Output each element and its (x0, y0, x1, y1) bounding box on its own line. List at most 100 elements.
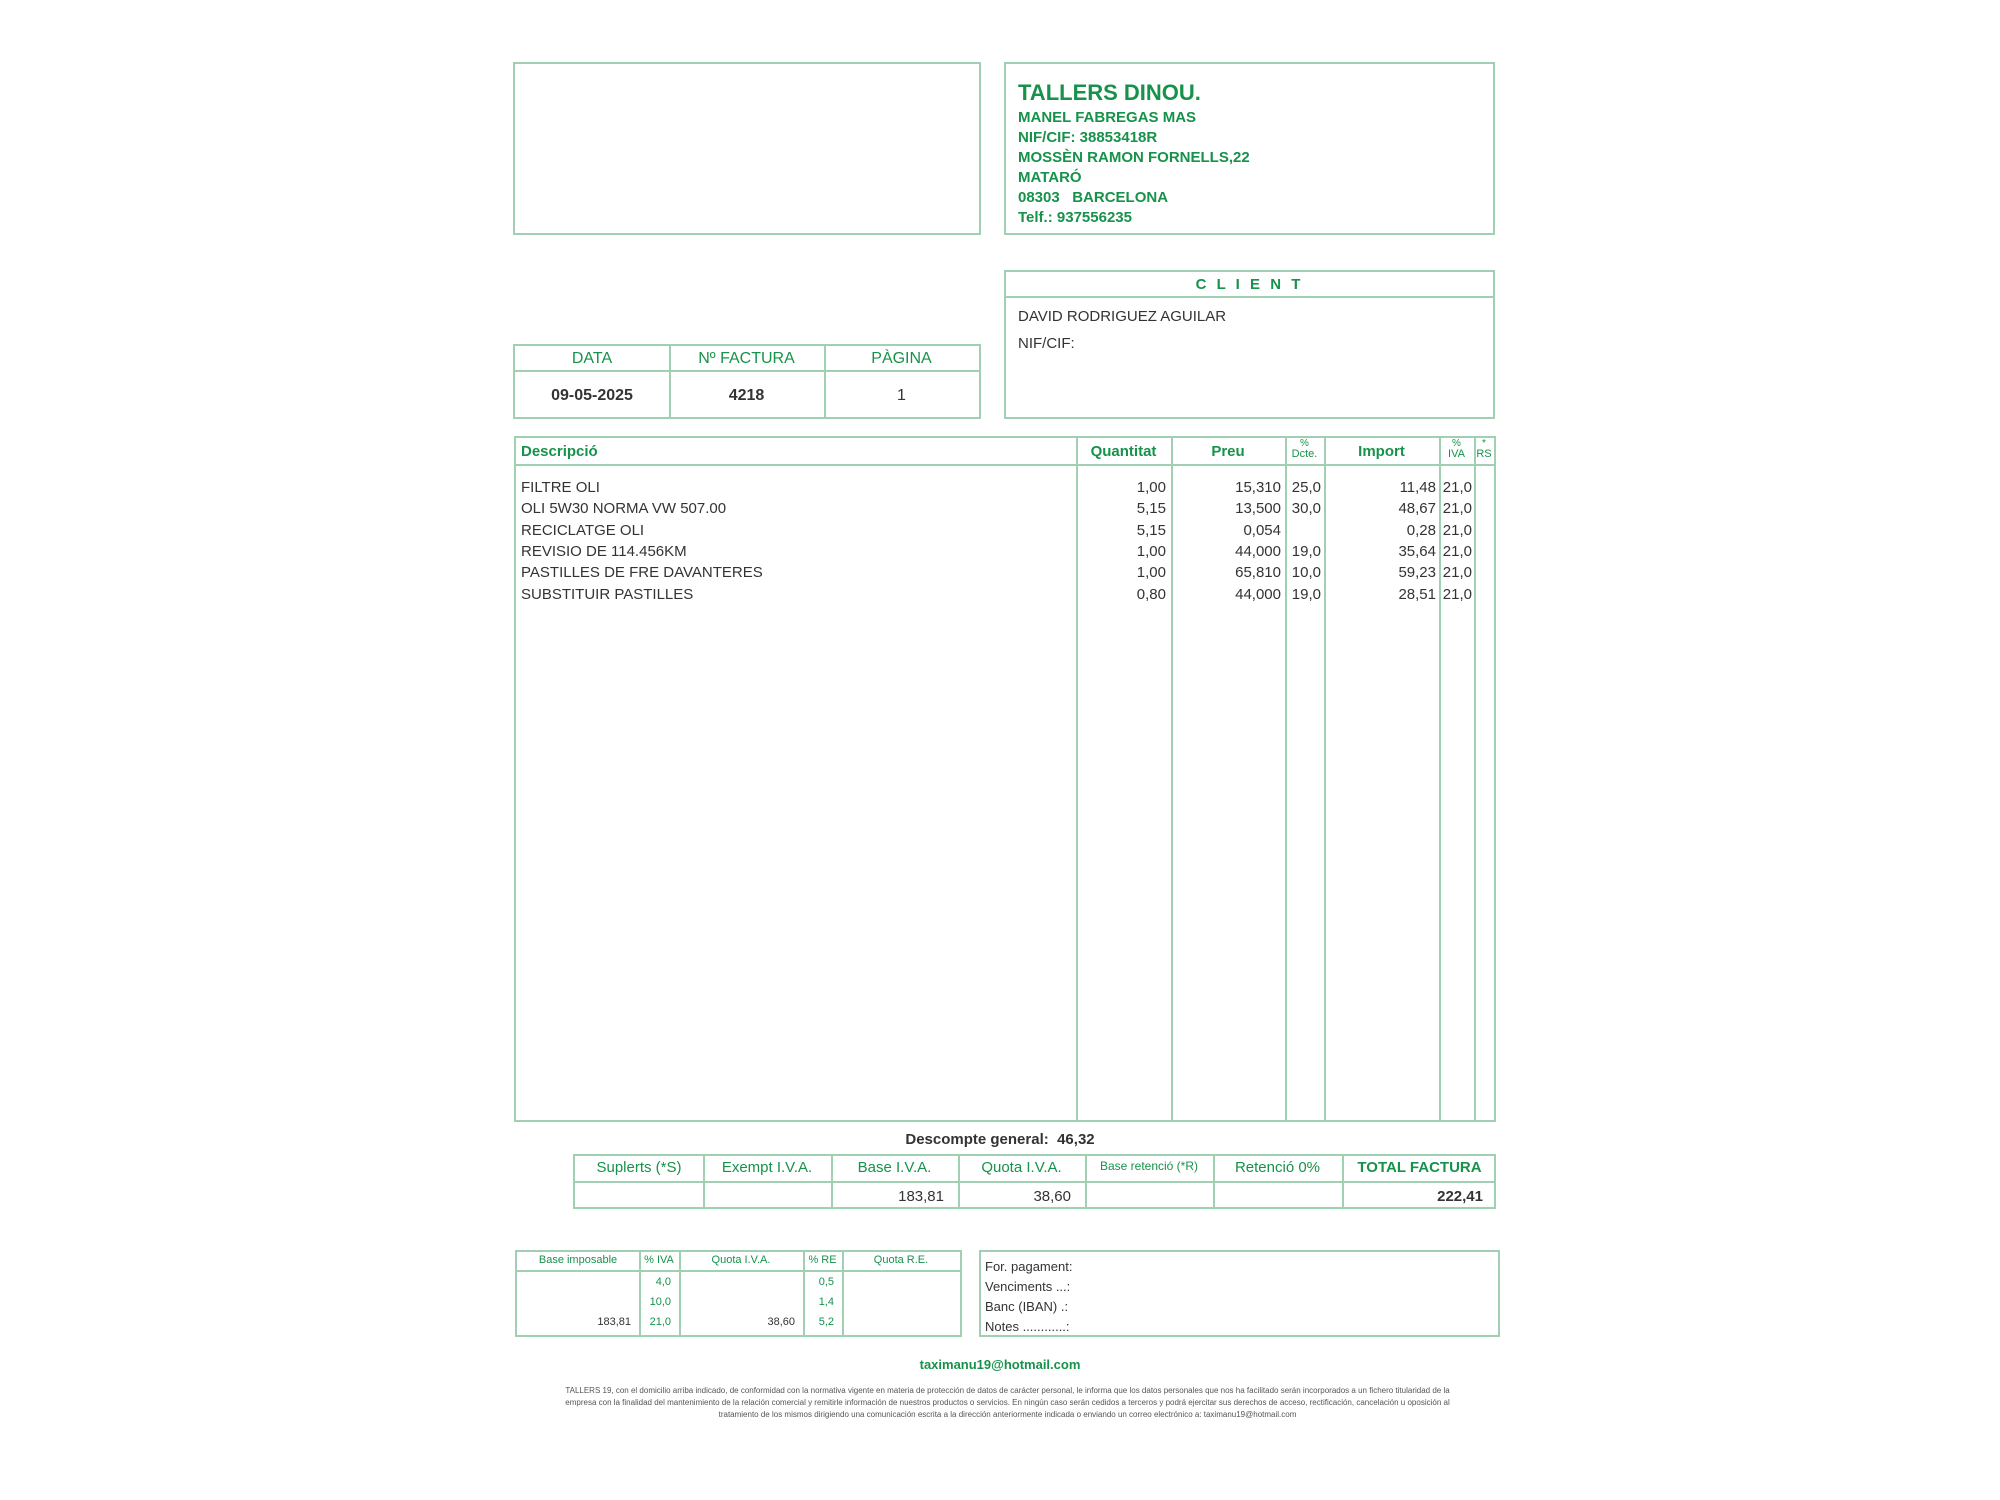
tax-header: % RE (808, 1254, 837, 1266)
company-phone: Telf.: 937556235 (1018, 209, 1132, 226)
item-desc: SUBSTITUIR PASTILLES (521, 585, 694, 603)
header-quantity: Quantitat (1090, 443, 1157, 460)
header-rs-mark: * (1482, 438, 1486, 449)
item-amount: 35,64 (1398, 542, 1436, 560)
company-postal: 08303 BARCELONA (1018, 189, 1169, 206)
item-qty: 1,00 (1136, 564, 1166, 582)
tax-breakdown-table: Base imposable 183,81 % IVA 4,0 10,0 21,0 Quot… (515, 1250, 962, 1337)
legal-notice: TALLERS 19, con el domicilio arriba indi… (515, 1385, 1500, 1421)
payment-due: Venciments ...: (985, 1279, 1071, 1294)
item-amount: 48,67 (1398, 500, 1436, 518)
payment-method: For. pagament: (985, 1259, 1073, 1274)
logo-box (513, 62, 981, 235)
header-price: Preu (1211, 443, 1245, 460)
tax-cell: 5,2 (818, 1316, 834, 1328)
item-disc: 25,0 (1291, 479, 1321, 496)
item-price: 13,500 (1235, 500, 1281, 518)
item-desc: REVISIO DE 114.456KM (521, 542, 687, 560)
client-nif: NIF/CIF: (1018, 335, 1075, 352)
item-qty: 5,15 (1136, 521, 1166, 539)
company-address: MOSSÈN RAMON FORNELLS,22 (1018, 149, 1250, 166)
item-price: 44,000 (1235, 585, 1281, 603)
payment-notes: Notes ............: (985, 1319, 1070, 1334)
totals-value: 38,60 (1033, 1188, 1071, 1205)
header-iva: IVA (1448, 448, 1465, 460)
date-label: DATA (571, 350, 613, 367)
totals-header: Base I.V.A. (857, 1159, 932, 1176)
tax-cell: 1,4 (818, 1296, 834, 1308)
item-amount: 59,23 (1398, 564, 1436, 582)
client-title: C L I E N T (1195, 276, 1304, 293)
invoice-date: 09-05-2025 (551, 387, 633, 404)
company-city: MATARÓ (1018, 169, 1082, 186)
tax-header: Quota I.V.A. (711, 1254, 771, 1266)
tax-cell: 38,60 (767, 1316, 795, 1328)
page-label: PÀGINA (871, 350, 932, 367)
invoice-info-table: DATA Nº FACTURA PÀGINA 09-05-2025 4218 1 (513, 344, 981, 419)
tax-header: Base imposable (538, 1254, 618, 1266)
header-description: Descripció (521, 443, 598, 460)
item-iva: 21,0 (1442, 585, 1472, 603)
item-desc: FILTRE OLI (521, 479, 600, 496)
legal-line: TALLERS 19, con el domicilio arriba indi… (565, 1386, 1450, 1395)
legal-line: tratamiento de los mismos dirigiendo una… (718, 1410, 1297, 1419)
totals-header: Exempt I.V.A. (721, 1159, 813, 1176)
invoice-page: 1 (897, 387, 906, 404)
item-desc: OLI 5W30 NORMA VW 507.00 (521, 500, 727, 518)
header-amount: Import (1358, 443, 1405, 460)
item-price: 15,310 (1235, 479, 1281, 496)
company-box: TALLERS DINOU. MANEL FABREGAS MAS NIF/CI… (1004, 62, 1495, 235)
header-rs: RS (1476, 448, 1492, 460)
totals-header: TOTAL FACTURA (1357, 1159, 1482, 1176)
items-table: Descripció Quantitat Preu % Dcte. Import… (514, 436, 1496, 1122)
item-qty: 0,80 (1136, 585, 1166, 603)
tax-cell: 10,0 (649, 1296, 671, 1308)
item-price: 65,810 (1235, 564, 1281, 582)
item-iva: 21,0 (1442, 564, 1472, 582)
item-disc: 10,0 (1291, 564, 1321, 582)
tax-cell: 183,81 (597, 1316, 631, 1328)
discount-label: Descompte general: (905, 1131, 1049, 1148)
item-amount: 11,48 (1399, 479, 1436, 496)
invoice-number: 4218 (728, 387, 765, 404)
email: taximanu19@hotmail.com (919, 1357, 1081, 1372)
client-name: DAVID RODRIGUEZ AGUILAR (1018, 308, 1227, 325)
item-amount: 0,28 (1406, 521, 1436, 539)
company-owner: MANEL FABREGAS MAS (1018, 109, 1197, 126)
header-iva-pct: % (1452, 438, 1461, 449)
tax-cell: 4,0 (655, 1276, 671, 1288)
item-qty: 1,00 (1136, 479, 1166, 496)
number-label: Nº FACTURA (698, 350, 795, 367)
item-iva: 21,0 (1442, 521, 1472, 539)
legal-line: empresa con la finalidad del mantenimien… (565, 1398, 1450, 1407)
totals-header: Quota I.V.A. (981, 1159, 1062, 1176)
header-discount: Dcte. (1291, 448, 1318, 460)
item-disc: 19,0 (1291, 542, 1321, 560)
item-price: 0,054 (1243, 521, 1281, 539)
company-nif: NIF/CIF: 38853418R (1018, 129, 1158, 146)
header-discount-pct: % (1300, 438, 1309, 449)
item-disc: 19,0 (1291, 585, 1321, 603)
totals-header: Suplerts (*S) (596, 1159, 682, 1176)
tax-cell: 0,5 (818, 1276, 834, 1288)
item-price: 44,000 (1235, 542, 1281, 560)
totals-table: Suplerts (*S) Exempt I.V.A. Base I.V.A. 183… (573, 1154, 1496, 1209)
discount-value: 46,32 (1057, 1131, 1095, 1148)
item-iva: 21,0 (1442, 479, 1472, 496)
tax-cell: 21,0 (649, 1316, 671, 1328)
company-name: TALLERS DINOU. (1018, 80, 1201, 105)
tax-header: % IVA (644, 1254, 674, 1266)
totals-header: Retenció 0% (1234, 1159, 1321, 1176)
item-desc: RECICLATGE OLI (521, 521, 645, 539)
item-disc: 30,0 (1291, 500, 1321, 518)
tax-header: Quota R.E. (873, 1254, 929, 1266)
item-amount: 28,51 (1398, 585, 1436, 603)
item-qty: 1,00 (1136, 542, 1166, 560)
item-iva: 21,0 (1442, 500, 1472, 518)
totals-header: Base retenció (*R) (1099, 1159, 1199, 1173)
client-box: C L I E N T DAVID RODRIGUEZ AGUILAR NIF/… (1004, 270, 1495, 419)
totals-value: 183,81 (898, 1188, 944, 1205)
item-desc: PASTILLES DE FRE DAVANTERES (521, 564, 763, 582)
general-discount: Descompte general: 46,32 (0, 1131, 2000, 1148)
item-qty: 5,15 (1136, 500, 1166, 518)
